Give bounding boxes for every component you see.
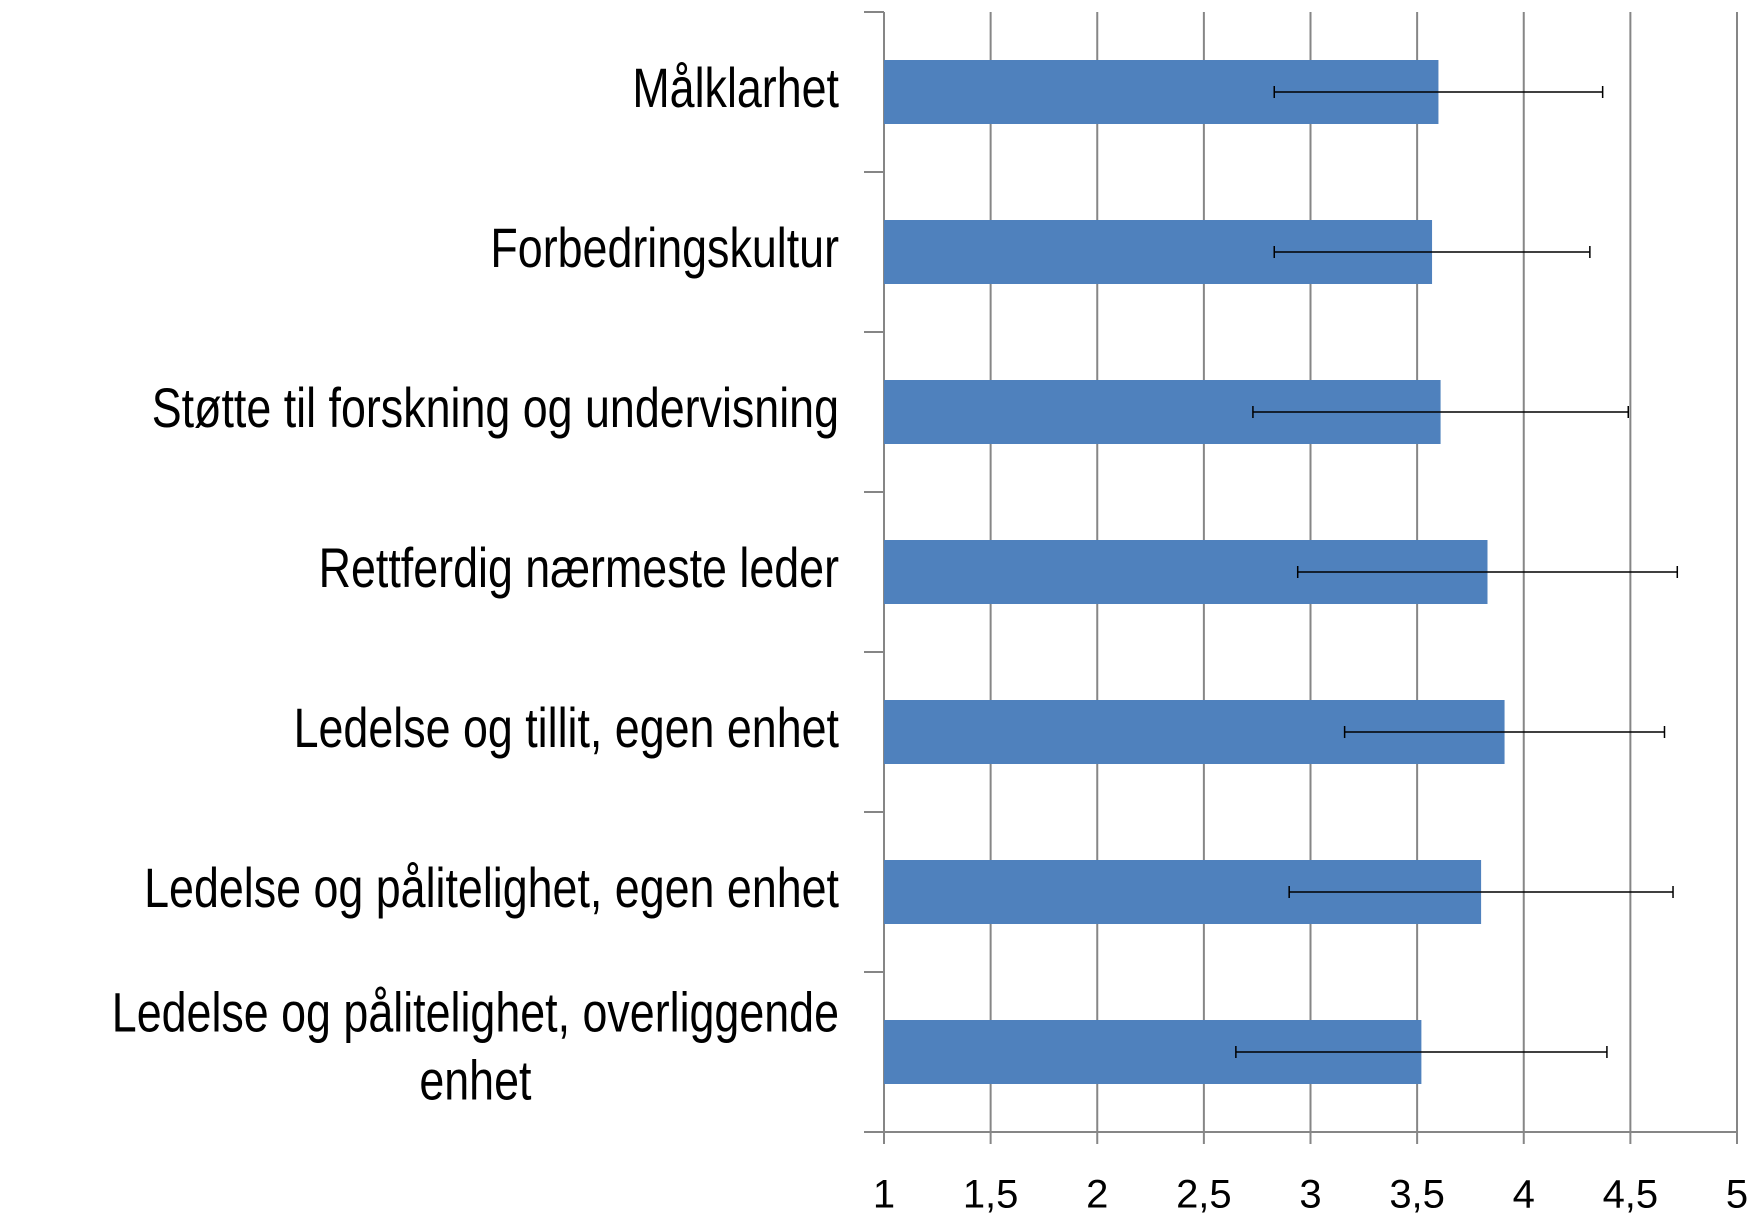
x-tick-label: 1,5 [963, 1173, 1019, 1215]
x-tick-label: 3,5 [1389, 1173, 1445, 1215]
y-tick-label: Forbedringskultur [490, 216, 839, 279]
x-tick-label: 5 [1726, 1173, 1748, 1215]
x-tick-label: 4 [1513, 1173, 1535, 1215]
error-bar [1273, 246, 1591, 258]
error-bar [1296, 566, 1679, 578]
y-tick-label: Målklarhet [632, 56, 839, 119]
label-line: enhet [419, 1049, 531, 1112]
y-tick-label: Rettferdig nærmeste leder [319, 536, 839, 599]
y-tick-label: Ledelse og tillit, egen enhet [294, 696, 839, 759]
y-tick-label: Støtte til forskning og undervisning [152, 376, 839, 439]
x-tick-label: 3 [1299, 1173, 1321, 1215]
label-line: Ledelse og pålitelighet, overliggende [112, 981, 839, 1044]
error-bar [1252, 406, 1629, 418]
x-tick-label: 4,5 [1603, 1173, 1659, 1215]
x-tick-label: 1 [873, 1173, 895, 1215]
error-bar [1273, 86, 1604, 98]
error-bar [1235, 1046, 1608, 1058]
y-tick-label: Ledelse og pålitelighet, overliggende enh… [112, 981, 839, 1112]
y-tick-label: Ledelse og pålitelighet, egen enhet [144, 856, 839, 919]
x-tick-label: 2,5 [1176, 1173, 1232, 1215]
x-tick-label: 2 [1086, 1173, 1108, 1215]
error-bar [1343, 726, 1666, 738]
error-bar [1288, 886, 1674, 898]
